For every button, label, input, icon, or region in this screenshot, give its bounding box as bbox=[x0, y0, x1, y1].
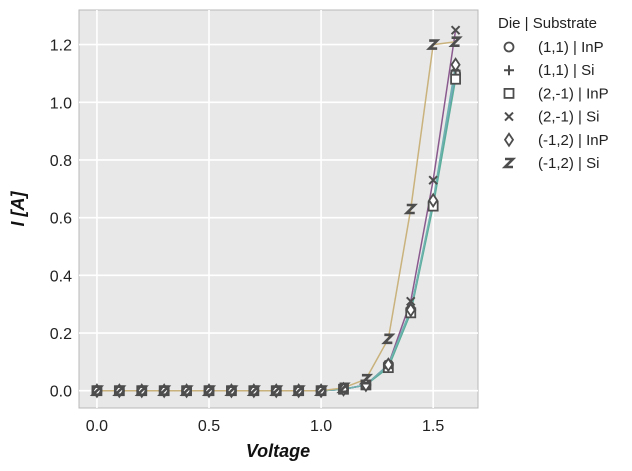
data-point bbox=[450, 25, 461, 35]
data-point bbox=[134, 385, 149, 396]
x-tick-label: 0.0 bbox=[86, 418, 108, 435]
legend-entry: (2,-1) | Si bbox=[538, 109, 599, 126]
y-axis-label: I [A] bbox=[8, 191, 28, 227]
y-tick-label: 0.8 bbox=[50, 153, 72, 170]
legend-marker bbox=[504, 111, 514, 122]
x-tick-label: 1.0 bbox=[310, 418, 332, 435]
y-tick-label: 0.4 bbox=[50, 268, 72, 285]
data-point bbox=[313, 385, 329, 396]
x-axis-label: Voltage bbox=[246, 441, 310, 461]
data-point bbox=[291, 385, 306, 396]
data-point bbox=[381, 333, 396, 345]
legend-marker bbox=[504, 65, 514, 76]
data-point bbox=[179, 385, 194, 396]
data-point bbox=[224, 385, 239, 396]
data-point bbox=[246, 385, 261, 396]
data-point bbox=[89, 385, 105, 396]
data-point bbox=[450, 57, 461, 73]
data-point bbox=[428, 175, 438, 185]
legend-marker bbox=[503, 88, 515, 99]
data-point bbox=[406, 296, 416, 306]
plot-area bbox=[78, 9, 479, 409]
data-point bbox=[428, 192, 439, 208]
data-point bbox=[383, 357, 394, 373]
y-tick-label: 0.6 bbox=[50, 211, 72, 228]
y-tick-label: 0.0 bbox=[50, 384, 72, 401]
legend: Die | Substrate (1,1) | InP (1,1) | Si (2,… bbox=[498, 15, 609, 172]
data-point bbox=[448, 36, 463, 48]
series-markers bbox=[89, 25, 463, 399]
legend-entry: (-1,2) | Si bbox=[538, 155, 599, 172]
legend-entry: (2,-1) | InP bbox=[538, 85, 609, 102]
legend-marker bbox=[503, 41, 515, 53]
legend-entry: (1,1) | InP bbox=[538, 39, 604, 56]
data-point bbox=[269, 385, 284, 396]
y-axis: 0.0 0.2 0.4 0.6 0.8 1.0 1.2 bbox=[50, 38, 72, 401]
data-point bbox=[426, 39, 441, 50]
y-tick-label: 1.0 bbox=[50, 95, 72, 112]
legend-marker bbox=[501, 157, 517, 169]
data-point bbox=[201, 385, 217, 396]
data-point bbox=[403, 203, 418, 215]
data-point bbox=[112, 385, 127, 396]
y-tick-label: 1.2 bbox=[50, 38, 72, 55]
data-point bbox=[157, 385, 172, 396]
data-point bbox=[336, 382, 351, 394]
legend-entry: (-1,2) | InP bbox=[538, 132, 609, 149]
legend-title: Die | Substrate bbox=[498, 15, 597, 32]
data-point bbox=[405, 302, 416, 318]
y-tick-label: 0.2 bbox=[50, 326, 72, 343]
legend-marker bbox=[503, 132, 515, 148]
data-point bbox=[358, 373, 374, 385]
x-tick-label: 0.5 bbox=[198, 418, 220, 435]
x-tick-label: 1.5 bbox=[422, 418, 444, 435]
x-axis: 0.0 0.5 1.0 1.5 bbox=[86, 418, 445, 435]
legend-entry: (1,1) | Si bbox=[538, 62, 594, 79]
data-point bbox=[450, 73, 461, 85]
